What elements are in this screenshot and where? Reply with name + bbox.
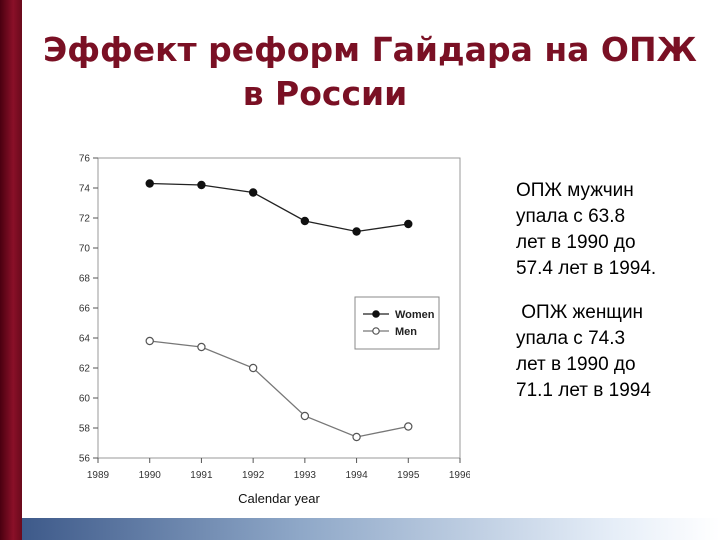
female-text-block: ОПЖ женщин упала с 74.3 лет в 1990 до 71… — [516, 300, 706, 404]
bottom-accent-bar — [22, 518, 720, 540]
data-point-women — [145, 179, 154, 188]
male-text-line: упала с 63.8 — [516, 206, 626, 227]
data-point-women — [300, 216, 310, 226]
slide-title-line-1: Эффект реформ Гайдара на ОПЖ — [43, 30, 697, 69]
male-text-line: ОПЖ мужчин — [516, 180, 634, 201]
x-tick-label: 1991 — [190, 470, 213, 481]
slide-title: Эффект реформ Гайдара на ОПЖ в России — [40, 28, 700, 116]
female-text-line: упала с 74.3 — [516, 328, 626, 349]
data-point-women — [352, 227, 361, 236]
y-tick-label: 72 — [79, 214, 91, 225]
legend-box — [354, 296, 440, 350]
series-line-women — [149, 182, 409, 233]
data-point-men — [404, 422, 413, 431]
x-tick-label: 1989 — [87, 470, 110, 481]
data-point-women — [248, 188, 258, 197]
male-text-line: 57.4 лет в 1994. — [516, 258, 657, 279]
data-point-men — [145, 336, 154, 346]
y-tick-label: 76 — [79, 154, 91, 165]
legend-label: Women — [395, 309, 435, 321]
x-tick-label: 1996 — [449, 470, 470, 481]
data-point-women — [197, 180, 206, 190]
y-tick-label: 68 — [79, 274, 91, 285]
life-expectancy-chart: 56 58 60 62 64 66 68 70 72 74 76 1989 1990 1991 1992 19… — [79, 154, 470, 507]
y-tick-label: 64 — [79, 334, 91, 345]
y-tick-label: 70 — [79, 244, 91, 255]
x-tick-label: 1992 — [242, 470, 265, 481]
side-accent-bar — [0, 0, 22, 540]
x-tick-label: 1995 — [397, 470, 420, 481]
y-tick-label: 62 — [79, 364, 91, 375]
female-text-line: ОПЖ женщин — [516, 302, 644, 323]
data-point-men — [300, 411, 310, 421]
y-tick-label: 66 — [79, 304, 91, 315]
x-tick-label: 1993 — [294, 470, 317, 481]
male-text-block: ОПЖ мужчин упала с 63.8 лет в 1990 до 57… — [516, 178, 706, 282]
slide-title-line-2: в России — [242, 74, 408, 113]
data-point-men — [352, 432, 361, 442]
x-tick-label: 1994 — [345, 470, 368, 481]
legend-label: Men — [395, 326, 417, 338]
female-text-line: лет в 1990 до — [516, 354, 636, 375]
male-text-line: лет в 1990 до — [516, 232, 636, 253]
y-tick-label: 74 — [79, 184, 91, 195]
data-point-men — [248, 363, 258, 373]
x-tick-label: 1990 — [139, 470, 162, 481]
x-axis-label: Calendar year — [238, 491, 320, 506]
y-tick-label: 58 — [79, 424, 91, 435]
y-tick-label: 60 — [79, 394, 91, 405]
data-point-women — [404, 219, 413, 229]
y-tick-label: 56 — [79, 454, 91, 465]
series-line-men — [149, 340, 409, 438]
female-text-line: 71.1 лет в 1994 — [516, 380, 651, 401]
legend-marker — [372, 327, 380, 335]
legend-marker — [372, 310, 380, 318]
data-point-men — [197, 342, 206, 352]
